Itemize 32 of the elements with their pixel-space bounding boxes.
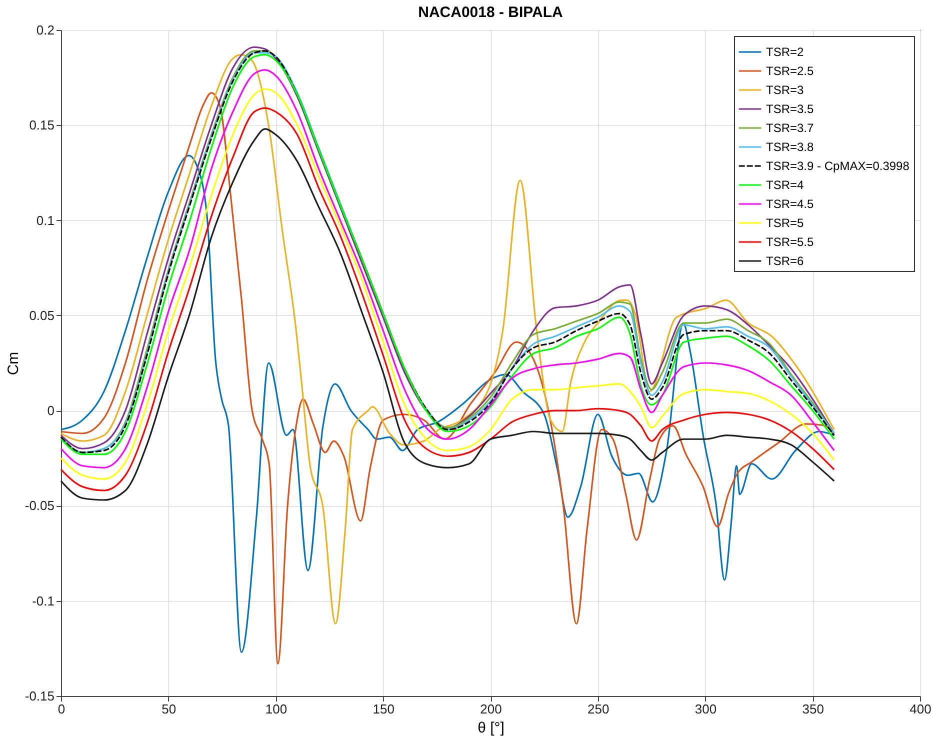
y-tick-label: 0 — [47, 403, 54, 418]
legend-label: TSR=6 — [766, 254, 804, 268]
legend-label: TSR=3.7 — [766, 121, 814, 135]
x-axis-title: θ [°] — [478, 720, 504, 736]
legend-label: TSR=4.5 — [766, 197, 814, 211]
y-tick-label: -0.05 — [24, 498, 54, 514]
legend-label: TSR=5 — [766, 216, 804, 230]
x-tick-label: 400 — [910, 702, 932, 716]
y-tick-label: -0.1 — [32, 593, 54, 608]
x-tick-label: 0 — [58, 702, 66, 716]
legend-label: TSR=4 — [766, 178, 804, 192]
legend-label: TSR=3 — [766, 83, 804, 97]
y-tick-label: 0.15 — [29, 118, 54, 133]
x-tick-label: 200 — [480, 702, 502, 716]
x-tick-label: 350 — [802, 702, 824, 716]
y-axis-title: Cm — [4, 352, 22, 376]
y-tick-label: -0.15 — [24, 688, 54, 704]
x-tick-label: 250 — [588, 702, 610, 716]
x-tick-label: 50 — [162, 702, 176, 716]
legend-label: TSR=3.8 — [766, 140, 814, 154]
legend-label: TSR=2.5 — [766, 64, 814, 78]
y-tick-label: 0.05 — [29, 308, 54, 323]
legend-label: TSR=2 — [766, 45, 804, 59]
x-tick-label: 150 — [372, 702, 394, 716]
y-tick-label: 0.1 — [36, 212, 54, 228]
x-tick-label: 100 — [265, 702, 288, 716]
legend-label: TSR=3.9 - CpMAX=0.3998 — [766, 159, 910, 173]
legend-label: TSR=3.5 — [766, 102, 814, 116]
legend-label: TSR=5.5 — [766, 235, 814, 249]
y-tick-label: 0.2 — [36, 22, 54, 38]
chart-title: NACA0018 - BIPALA — [418, 4, 564, 21]
x-tick-label: 300 — [694, 702, 717, 716]
